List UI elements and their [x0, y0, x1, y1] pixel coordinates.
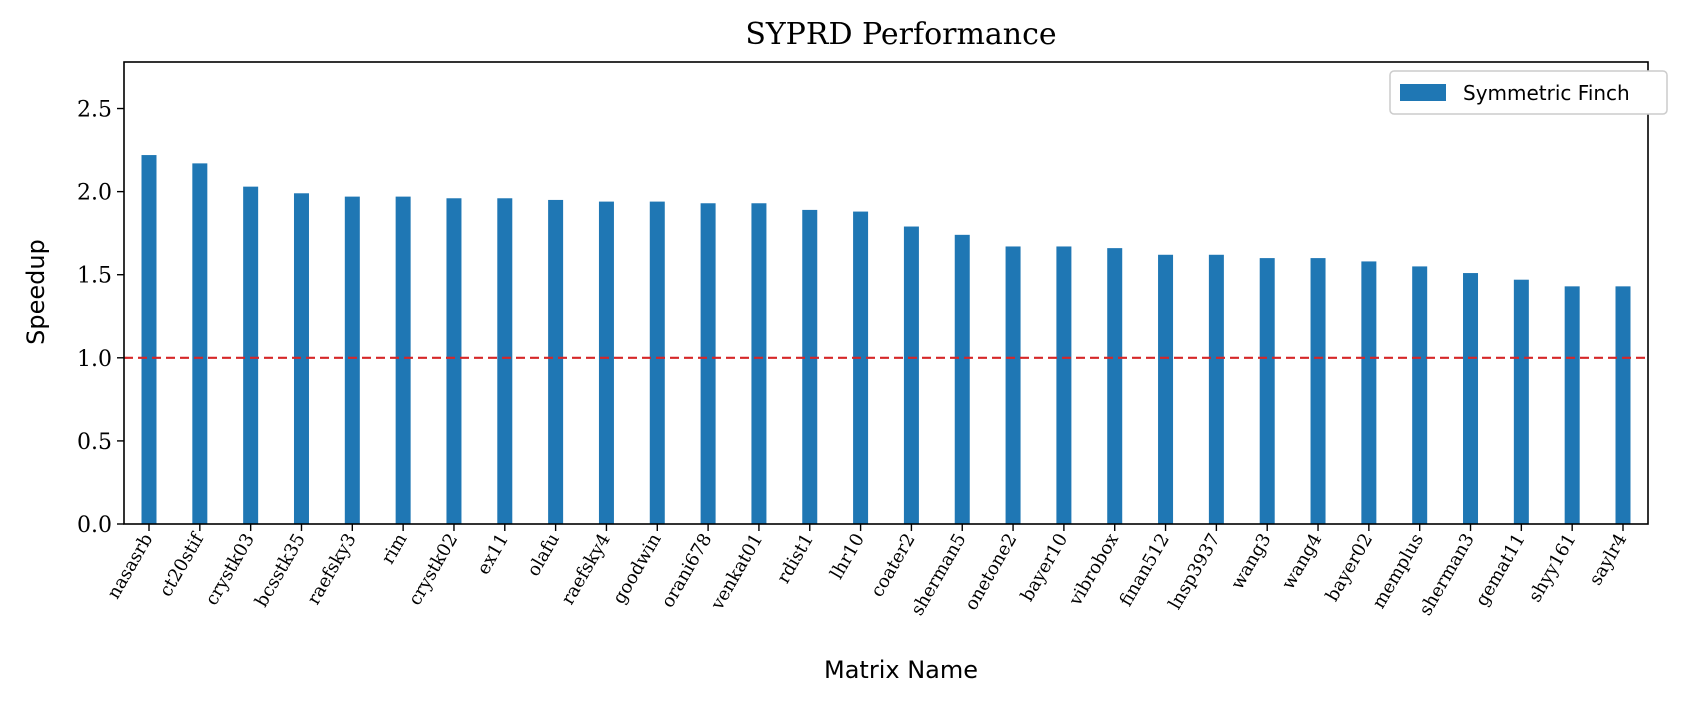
bar-gemat11 — [1513, 279, 1529, 524]
y-tick-label: 2.0 — [77, 181, 112, 206]
legend-swatch — [1400, 84, 1446, 101]
legend-label: Symmetric Finch — [1463, 81, 1630, 105]
x-tick-label-gemat11: gemat11 — [1471, 530, 1529, 610]
bar-wang4 — [1310, 258, 1326, 524]
x-tick-label-bayer02: bayer02 — [1322, 530, 1377, 605]
x-tick-label-bayer10: bayer10 — [1017, 530, 1072, 605]
bar-saylr4 — [1615, 286, 1631, 524]
legend: Symmetric Finch — [1389, 70, 1668, 115]
bar-olafu — [548, 199, 564, 525]
bar-sherman5 — [954, 234, 970, 524]
bar-shyy161 — [1564, 286, 1580, 524]
x-tick-label-olafu: olafu — [523, 530, 564, 580]
bar-bayer02 — [1361, 261, 1377, 524]
bar-coater2 — [903, 226, 919, 524]
x-tick-label-lnsp3937: lnsp3937 — [1165, 530, 1225, 613]
x-tick-label-ct20stif: ct20stif — [155, 529, 208, 601]
x-axis-label: Matrix Name — [824, 656, 978, 684]
y-tick-label: 2.5 — [77, 98, 112, 123]
bar-rim — [395, 196, 411, 524]
axes-frame — [123, 61, 1649, 525]
bar-lhr10 — [853, 211, 869, 524]
x-tick-label-orani678: orani678 — [657, 530, 716, 611]
x-tick-label-onetone2: onetone2 — [961, 530, 1022, 614]
legend-frame — [1389, 70, 1668, 115]
bar-vibrobox — [1107, 248, 1123, 524]
bar-wang3 — [1259, 258, 1275, 524]
x-tick-label-venkat01: venkat01 — [706, 530, 767, 614]
plot-area: 0.00.51.01.52.02.5nasasrbct20stifcrystk0… — [77, 61, 1649, 619]
x-tick-label-shyy161: shyy161 — [1525, 530, 1581, 606]
bar-orani678 — [700, 203, 716, 525]
bar-memplus — [1412, 266, 1428, 524]
x-tick-label-raefsky3: raefsky3 — [303, 530, 360, 608]
x-tick-label-bcsstk35: bcsstk35 — [251, 530, 310, 611]
x-tick-label-ex11: ex11 — [473, 530, 513, 578]
bar-nasasrb — [141, 155, 157, 524]
bar-venkat01 — [751, 203, 767, 525]
x-tick-label-saylr4: saylr4 — [1585, 530, 1631, 589]
bar-lnsp3937 — [1208, 254, 1224, 524]
bar-finan512 — [1158, 254, 1174, 524]
x-tick-label-rim: rim — [378, 530, 412, 568]
x-tick-label-wang3: wang3 — [1227, 530, 1276, 593]
chart-title: SYPRD Performance — [745, 17, 1056, 52]
y-tick-label: 0.5 — [77, 430, 112, 455]
y-axis-label: Speedup — [22, 239, 50, 345]
x-tick-label-finan512: finan512 — [1116, 530, 1174, 610]
bar-ct20stif — [192, 163, 208, 525]
bar-raefsky3 — [344, 196, 360, 524]
x-tick-label-wang4: wang4 — [1278, 530, 1327, 593]
x-tick-label-goodwin: goodwin — [609, 530, 666, 608]
x-tick-label-rdist1: rdist1 — [773, 530, 818, 587]
x-tick-label-vibrobox: vibrobox — [1065, 530, 1123, 610]
bar-bcsstk35 — [293, 193, 309, 524]
x-tick-label-crystk03: crystk03 — [201, 530, 259, 609]
bar-onetone2 — [1005, 246, 1021, 524]
bar-crystk03 — [243, 186, 259, 524]
x-tick-label-raefsky4: raefsky4 — [557, 530, 614, 608]
y-tick-label: 1.5 — [77, 264, 112, 289]
bar-ex11 — [497, 198, 513, 524]
y-tick-label: 1.0 — [77, 347, 112, 372]
x-tick-label-crystk02: crystk02 — [405, 530, 463, 609]
x-tick-label-nasasrb: nasasrb — [103, 530, 157, 603]
bar-sherman3 — [1463, 273, 1479, 524]
bar-crystk02 — [446, 198, 462, 524]
bar-goodwin — [649, 201, 665, 525]
y-tick-label: 0.0 — [77, 513, 112, 538]
bar-bayer10 — [1056, 246, 1072, 524]
bar-rdist1 — [802, 209, 818, 524]
x-tick-label-coater2: coater2 — [867, 530, 920, 601]
bar-raefsky4 — [598, 201, 614, 525]
x-tick-label-memplus: memplus — [1368, 530, 1428, 612]
x-tick-label-lhr10: lhr10 — [826, 530, 869, 583]
